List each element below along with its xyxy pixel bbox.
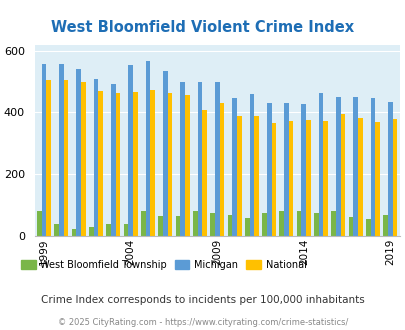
Bar [323, 121, 327, 236]
Bar [244, 218, 249, 236]
Bar [382, 215, 387, 236]
Bar [54, 224, 59, 236]
Bar [214, 82, 219, 236]
Bar [115, 93, 120, 236]
Bar [175, 216, 180, 236]
Bar [184, 95, 189, 236]
Bar [318, 93, 323, 236]
Bar [352, 97, 357, 236]
Bar [254, 116, 258, 236]
Text: Crime Index corresponds to incidents per 100,000 inhabitants: Crime Index corresponds to incidents per… [41, 295, 364, 305]
Bar [305, 120, 310, 236]
Bar [266, 103, 271, 236]
Bar [141, 211, 145, 236]
Legend: West Bloomfield Township, Michigan, National: West Bloomfield Township, Michigan, Nati… [17, 256, 309, 274]
Bar [76, 69, 81, 236]
Bar [313, 213, 318, 236]
Bar [46, 80, 51, 236]
Bar [392, 119, 396, 236]
Bar [197, 82, 202, 236]
Bar [202, 110, 207, 236]
Bar [162, 71, 167, 236]
Bar [145, 61, 150, 236]
Bar [232, 98, 236, 236]
Bar [370, 98, 375, 236]
Bar [279, 211, 284, 236]
Text: © 2025 CityRating.com - https://www.cityrating.com/crime-statistics/: © 2025 CityRating.com - https://www.city… [58, 318, 347, 327]
Bar [357, 118, 362, 236]
Bar [227, 215, 232, 236]
Bar [296, 211, 301, 236]
Bar [271, 123, 275, 236]
Bar [192, 211, 197, 236]
Bar [288, 121, 293, 236]
Bar [375, 122, 379, 236]
Bar [365, 219, 370, 236]
Bar [89, 227, 94, 236]
Bar [128, 65, 132, 236]
Bar [340, 114, 345, 236]
Bar [330, 211, 335, 236]
Bar [249, 94, 254, 236]
Bar [111, 84, 115, 236]
Bar [81, 82, 85, 236]
Bar [180, 82, 184, 236]
Bar [64, 80, 68, 236]
Bar [167, 93, 172, 236]
Bar [348, 217, 352, 236]
Bar [219, 103, 224, 236]
Bar [71, 229, 76, 236]
Bar [236, 115, 241, 236]
Bar [94, 79, 98, 236]
Text: West Bloomfield Violent Crime Index: West Bloomfield Violent Crime Index [51, 20, 354, 35]
Bar [123, 224, 128, 236]
Bar [210, 213, 214, 236]
Bar [301, 104, 305, 236]
Bar [98, 91, 103, 236]
Bar [284, 103, 288, 236]
Bar [158, 216, 162, 236]
Bar [387, 102, 392, 236]
Bar [42, 64, 46, 236]
Bar [37, 211, 42, 236]
Bar [106, 224, 111, 236]
Bar [132, 92, 137, 236]
Bar [150, 90, 155, 236]
Bar [335, 97, 340, 236]
Bar [59, 64, 64, 236]
Bar [262, 213, 266, 236]
